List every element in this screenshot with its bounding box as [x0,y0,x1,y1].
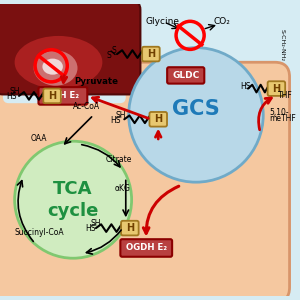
Circle shape [15,141,132,258]
Text: HS: HS [111,116,121,125]
Text: HS: HS [85,224,96,233]
Text: SH: SH [9,87,20,96]
FancyBboxPatch shape [3,62,126,103]
Text: HS: HS [6,92,17,101]
FancyBboxPatch shape [0,62,290,300]
FancyBboxPatch shape [120,239,172,257]
FancyBboxPatch shape [121,221,139,236]
Text: OAA: OAA [30,134,47,143]
Ellipse shape [42,58,63,75]
Text: SH: SH [116,111,126,120]
Text: H: H [154,114,162,124]
Text: THF: THF [278,91,292,100]
Text: αKG: αKG [114,184,130,193]
Text: Pyruvate: Pyruvate [74,77,119,86]
Text: OGDH E₂: OGDH E₂ [126,244,167,253]
Text: SH: SH [91,219,101,228]
Text: Succinyl-CoA: Succinyl-CoA [15,228,64,237]
FancyBboxPatch shape [142,47,160,61]
Text: H: H [48,91,56,101]
Text: GLDC: GLDC [172,71,199,80]
Text: H: H [147,49,155,59]
Text: HS: HS [240,82,250,91]
FancyBboxPatch shape [0,1,140,94]
FancyBboxPatch shape [43,88,61,103]
Text: H: H [126,223,134,233]
Text: cycle: cycle [47,202,99,220]
Text: meTHF: meTHF [269,115,296,124]
FancyBboxPatch shape [167,67,204,84]
Ellipse shape [34,51,77,86]
FancyBboxPatch shape [149,112,167,127]
Text: Ac-CoA: Ac-CoA [73,102,100,111]
Text: TCA: TCA [53,180,93,198]
Text: GCS: GCS [172,99,220,119]
Text: H: H [272,84,281,94]
FancyBboxPatch shape [268,81,285,96]
FancyBboxPatch shape [38,87,87,105]
Text: S-CH₂-NH₂: S-CH₂-NH₂ [280,29,285,61]
Ellipse shape [15,36,102,88]
Text: Glycine: Glycine [145,17,179,26]
Text: Citrate: Citrate [105,155,132,164]
Text: CO₂: CO₂ [214,17,231,26]
Circle shape [129,48,263,182]
Text: PDH E₂: PDH E₂ [46,92,80,100]
Text: S: S [111,46,116,55]
Text: 5,10-: 5,10- [269,108,289,117]
Text: S: S [107,51,112,60]
